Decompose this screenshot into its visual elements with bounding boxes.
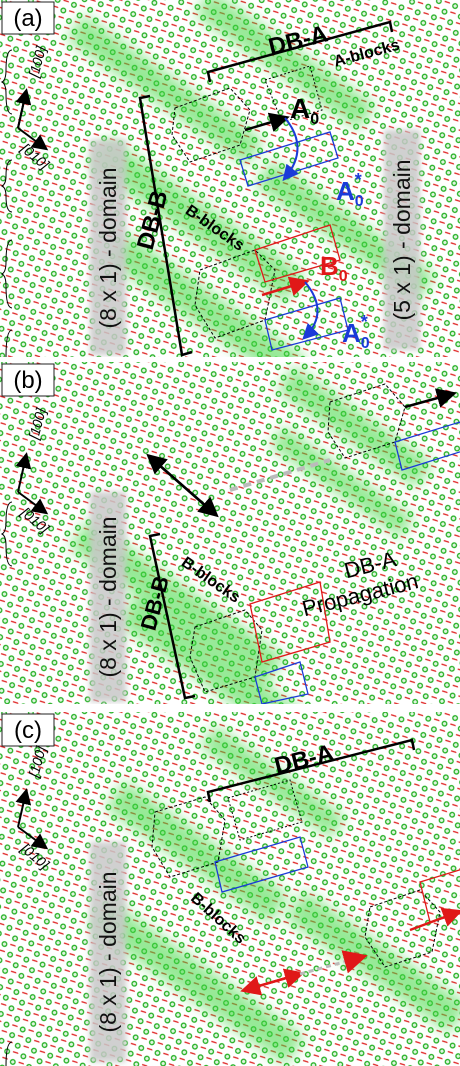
domain-label: (8 x 1) - domain: [95, 871, 121, 1032]
panel-b: (b) [100] [010] (8 x 1) - domain DB-B B-…: [0, 362, 460, 749]
domain-label: (8 x 1) - domain: [95, 516, 121, 677]
figure: (a) [100] [010] (8 x 1) - domain (5 x 1)…: [0, 0, 460, 1066]
text: B: [320, 251, 339, 281]
page: {"panels": [ {"label": "(a)", "axis_100"…: [0, 0, 460, 1066]
panel-label: (b): [13, 367, 42, 394]
text: 0: [361, 335, 370, 352]
panel-label: (c): [14, 717, 42, 744]
text: A: [342, 318, 361, 348]
domain-label: (5 x 1) - domain: [389, 159, 415, 320]
text: *: [355, 170, 362, 190]
panel-c: (c) [100] [010] (8 x 1) - domain DB-A B-…: [0, 712, 460, 1066]
text: 0: [339, 268, 348, 285]
text: A: [336, 176, 355, 206]
panel-label: (a): [13, 5, 42, 32]
text: *: [361, 312, 368, 332]
text: A: [290, 93, 310, 124]
text: 0: [310, 111, 319, 128]
domain-label: (8 x 1) - domain: [95, 167, 121, 328]
panel-a: (a) [100] [010] (8 x 1) - domain (5 x 1)…: [0, 0, 460, 387]
text: 0: [355, 193, 364, 210]
